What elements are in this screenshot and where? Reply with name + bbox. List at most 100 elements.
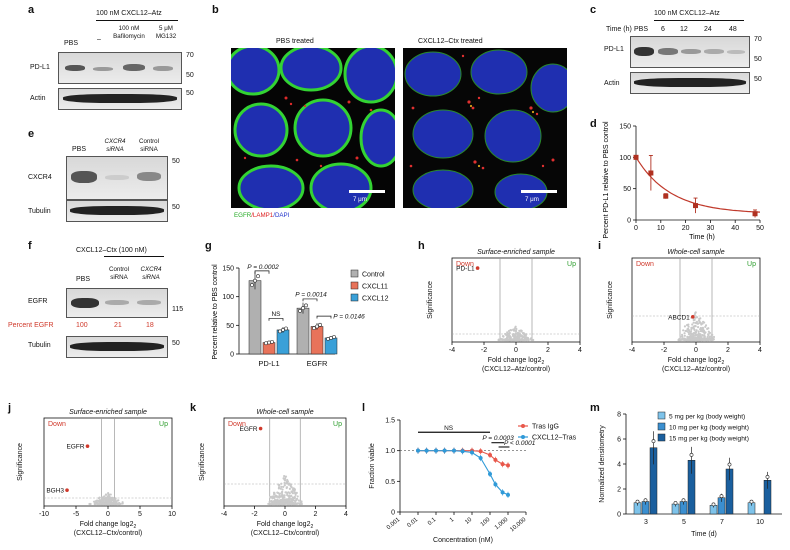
protein-point	[693, 328, 696, 332]
protein-point	[281, 488, 284, 491]
protein-point	[290, 490, 293, 493]
x-tick-label: -2	[251, 511, 257, 518]
down-label: Down	[456, 261, 474, 268]
protein-point	[682, 329, 685, 332]
western-blot	[630, 72, 750, 94]
image-title: CXCL12–Ctx treated	[418, 38, 483, 45]
protein-point	[283, 481, 286, 484]
protein-point	[105, 502, 108, 505]
protein-point	[705, 338, 708, 342]
protein-point	[101, 498, 104, 501]
x-tick-label: 4	[578, 347, 582, 354]
percent-egfr-label: Percent EGFR	[8, 322, 54, 329]
protein-point	[695, 316, 699, 319]
protein-point	[678, 338, 682, 341]
data-point	[488, 452, 492, 457]
x-tick-label: 0	[634, 225, 638, 232]
annotation: P = 0.0002	[247, 264, 279, 271]
protein-point	[280, 485, 283, 488]
sig-bracket	[254, 270, 270, 274]
legend-marker	[521, 424, 525, 428]
protein-point	[272, 500, 275, 503]
x-tick-label: 100	[480, 517, 492, 528]
protein-point	[707, 330, 710, 333]
protein-point	[296, 495, 299, 498]
protein-point	[277, 487, 280, 490]
replicate-point	[332, 335, 336, 339]
legend-label: Control	[362, 272, 385, 279]
legend-swatch	[657, 433, 666, 442]
sig-bracket	[316, 315, 332, 319]
annotation: P = 0.0003	[482, 435, 514, 442]
lane-label: CXCR4 siRNA	[104, 138, 126, 153]
protein-point	[283, 498, 286, 501]
protein-point	[684, 329, 687, 333]
protein-point	[268, 500, 271, 503]
row-label: Actin	[604, 80, 620, 87]
protein-point	[95, 499, 98, 502]
annotation: P = 0.0014	[295, 292, 327, 299]
x-tick-label: 2	[546, 347, 550, 354]
x-tick-label: 1	[449, 517, 456, 524]
protein-point	[532, 338, 535, 342]
protein-point	[694, 334, 697, 337]
protein-point	[111, 502, 114, 505]
chart-title: Whole-cell sample	[256, 409, 313, 416]
protein-point	[96, 502, 99, 506]
x-tick-label: 5	[138, 511, 142, 518]
protein-point	[285, 486, 289, 489]
panel-letter-l: l	[362, 402, 366, 414]
panel-letter-i: i	[598, 240, 602, 252]
y-tick-label: 50	[226, 323, 234, 330]
protein-point	[512, 335, 515, 338]
protein-point	[108, 500, 111, 503]
protein-point	[289, 502, 292, 506]
data-point	[752, 211, 758, 217]
protein-point	[702, 330, 705, 334]
data-point	[500, 462, 505, 467]
protein-point	[695, 320, 699, 323]
protein-point	[104, 496, 108, 499]
protein-point	[293, 492, 297, 495]
marker-label: 50	[754, 56, 762, 63]
panel-letter-g: g	[205, 240, 212, 252]
x-tick-label: 0.001	[386, 517, 402, 532]
data-point	[493, 482, 498, 487]
row-label: PD-L1	[30, 64, 50, 71]
xlabel-subscript: 2	[133, 524, 136, 530]
percent-value: 18	[146, 322, 154, 329]
protein-point	[275, 502, 279, 505]
x-tick-label: 10	[168, 511, 176, 518]
protein-point	[696, 326, 700, 329]
protein-point	[292, 489, 295, 492]
data-point	[470, 450, 474, 455]
protein-point	[286, 478, 289, 482]
protein-point	[279, 502, 282, 506]
annotation: P < 0.0001	[504, 440, 536, 447]
lane-label: Control siRNA	[139, 138, 159, 153]
protein-point	[299, 500, 302, 503]
x-tick-label: 10	[657, 225, 665, 232]
protein-point	[686, 338, 690, 342]
replicate-point	[253, 278, 257, 283]
protein-point	[712, 335, 716, 339]
y-tick-label: 100	[222, 294, 234, 301]
replicate-point	[312, 326, 316, 331]
protein-point	[701, 334, 704, 337]
stain-lamp1: /LAMP1	[251, 212, 274, 219]
legend-swatch	[657, 422, 666, 431]
row-label: Tubulin	[28, 342, 51, 349]
protein-point	[687, 333, 691, 336]
data-point	[452, 448, 456, 453]
protein-point	[684, 338, 687, 342]
legend-swatch	[350, 269, 359, 278]
data-point	[663, 193, 669, 199]
data-point	[506, 492, 510, 497]
panel-letter-a: a	[28, 4, 35, 16]
protein-point	[276, 498, 279, 501]
panel-letter-b: b	[212, 4, 219, 16]
lane-label: PBS	[76, 276, 91, 283]
protein-point	[280, 491, 284, 494]
ylabel: Significance	[17, 443, 24, 481]
protein-point	[283, 484, 286, 487]
